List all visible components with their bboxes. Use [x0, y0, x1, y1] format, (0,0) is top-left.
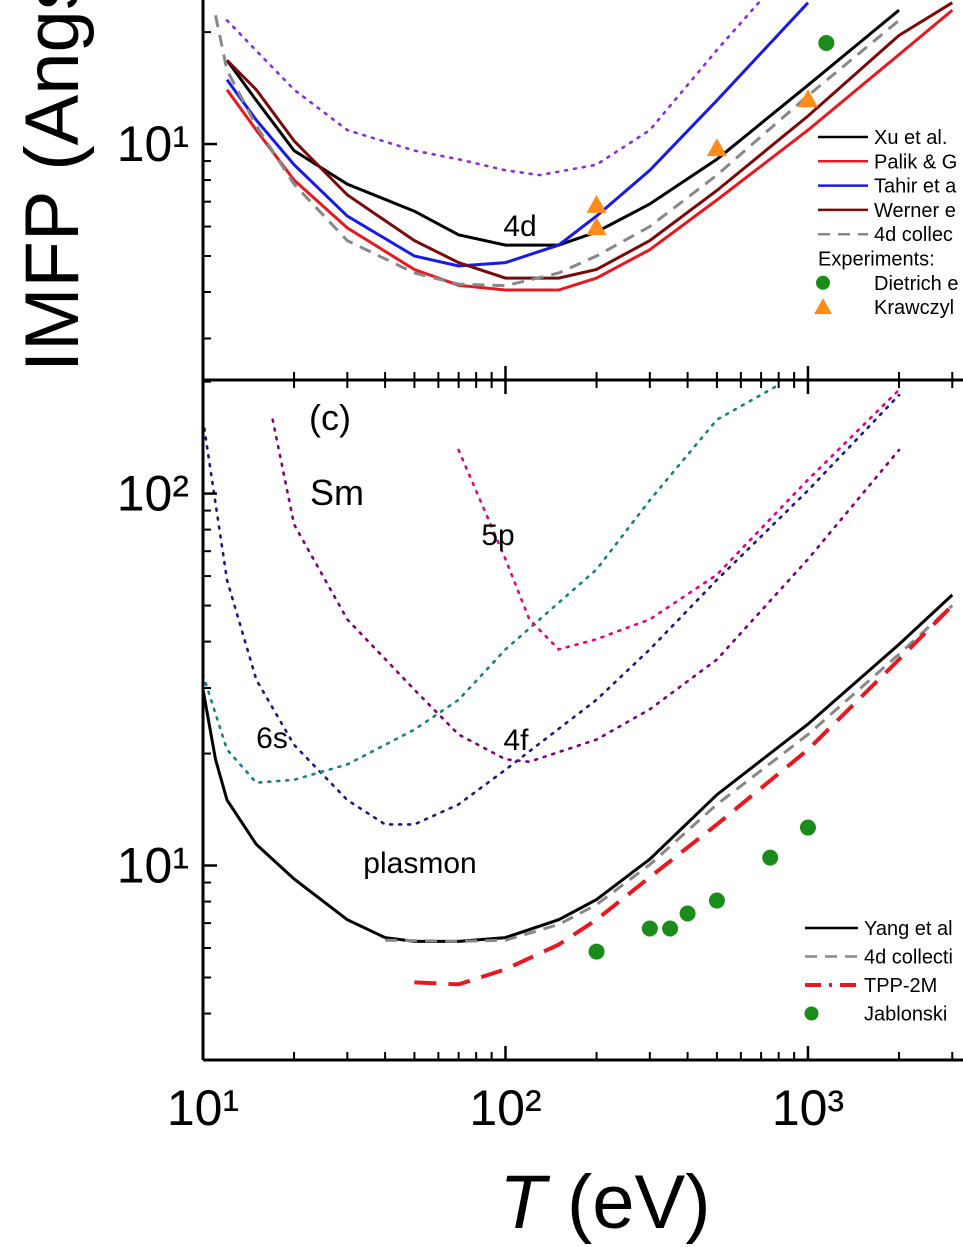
series-line: [203, 393, 901, 826]
marker: [797, 89, 818, 108]
series-line: [271, 418, 901, 764]
legend-label: TPP-2M: [864, 975, 937, 997]
x-tick-label: 10³: [772, 1080, 844, 1136]
y-tick-label: 10¹: [117, 838, 189, 894]
series-line: [225, 1, 954, 280]
series-line: [203, 383, 780, 785]
legend-label: Tahir et a: [874, 176, 957, 198]
x-tick-label: 10²: [469, 1080, 541, 1136]
annotation: Sm: [310, 472, 364, 513]
legend-title: Experiments:: [818, 249, 935, 271]
legend-label: Jablonski: [864, 1004, 947, 1026]
series-line: [203, 593, 954, 943]
y-tick-label: 10¹: [117, 116, 189, 172]
marker: [641, 920, 658, 937]
marker: [679, 905, 696, 922]
legend-label: Yang et al: [864, 918, 953, 940]
legend-label: Palik & G: [874, 151, 957, 173]
x-axis-label: T (eV): [499, 1160, 710, 1245]
marker: [706, 138, 727, 157]
marker: [708, 892, 725, 909]
annotation: plasmon: [391, 0, 504, 1]
marker: [662, 920, 679, 937]
legend-label: Xu et al.: [874, 127, 947, 149]
marker: [586, 194, 607, 213]
legend-swatch: [816, 275, 830, 290]
x-tick-label: 10¹: [167, 1080, 239, 1136]
legend-swatch: [804, 1006, 819, 1021]
annotation: 4f: [503, 724, 529, 757]
legend-swatch: [814, 298, 832, 315]
marker: [799, 819, 816, 836]
marker: [762, 849, 779, 866]
annotation: 6s: [256, 722, 288, 755]
legend-label: 4d collec: [874, 224, 953, 246]
legend-label: Krawczyl: [874, 297, 954, 319]
series-line: [414, 604, 954, 987]
series-line: [225, 9, 954, 292]
annotation: (c): [309, 397, 351, 438]
y-tick-label: 10²: [117, 466, 189, 522]
series-line: [225, 1, 810, 268]
plot-area: [214, 0, 954, 292]
annotation: plasmon: [363, 847, 476, 880]
legend-label: 4d collecti: [864, 947, 953, 969]
plot-area: [203, 383, 954, 987]
legend-label: Werner e: [874, 200, 956, 222]
annotation: 4d: [503, 210, 536, 243]
marker: [818, 34, 835, 51]
annotation: 5p: [481, 519, 514, 552]
series-line: [385, 604, 954, 943]
marker: [588, 943, 605, 960]
series-line: [225, 9, 900, 247]
series-line: [214, 14, 900, 288]
marker: [586, 217, 607, 236]
y-axis-label: IMFP (Angstrom): [10, 0, 95, 372]
legend-label: Dietrich e: [874, 273, 958, 295]
series-line: [225, 0, 763, 177]
series-line: [457, 388, 901, 651]
